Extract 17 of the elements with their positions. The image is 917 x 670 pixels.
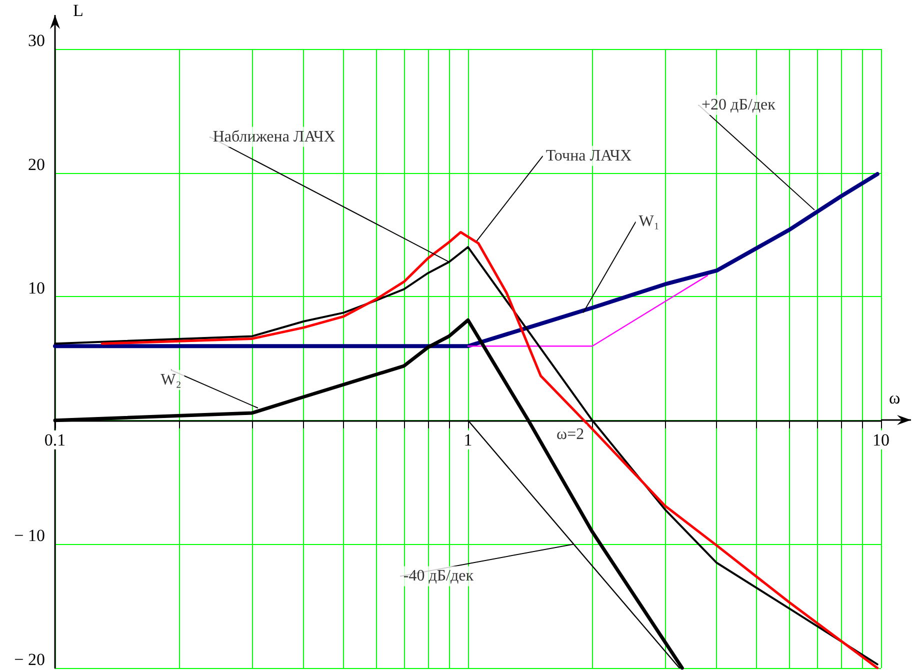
annotation: -40 дБ/дек (403, 568, 474, 585)
x-tick-label: 0.1 (44, 430, 66, 450)
annotation: Наближена ЛАЧХ (212, 128, 336, 146)
x-tick-label: 10 (872, 430, 890, 450)
x-tick-label: 1 (464, 430, 472, 450)
y-tick-label: 30 (28, 31, 45, 50)
annotation: W₁ (638, 213, 660, 230)
annotation: Точна ЛАЧХ (546, 147, 632, 164)
x-axis-title: ω (889, 388, 900, 408)
annotation: +20 дБ/дек (702, 96, 776, 114)
annotation: W₂ (160, 372, 182, 389)
y-tick-label: 10 (28, 278, 45, 298)
annotation: ω=2 (556, 426, 584, 443)
y-tick-label: 20 (28, 154, 45, 174)
y-tick-label: − 10 (14, 526, 45, 546)
y-tick-label: − 20 (14, 650, 45, 669)
y-axis-title: L (73, 1, 84, 20)
